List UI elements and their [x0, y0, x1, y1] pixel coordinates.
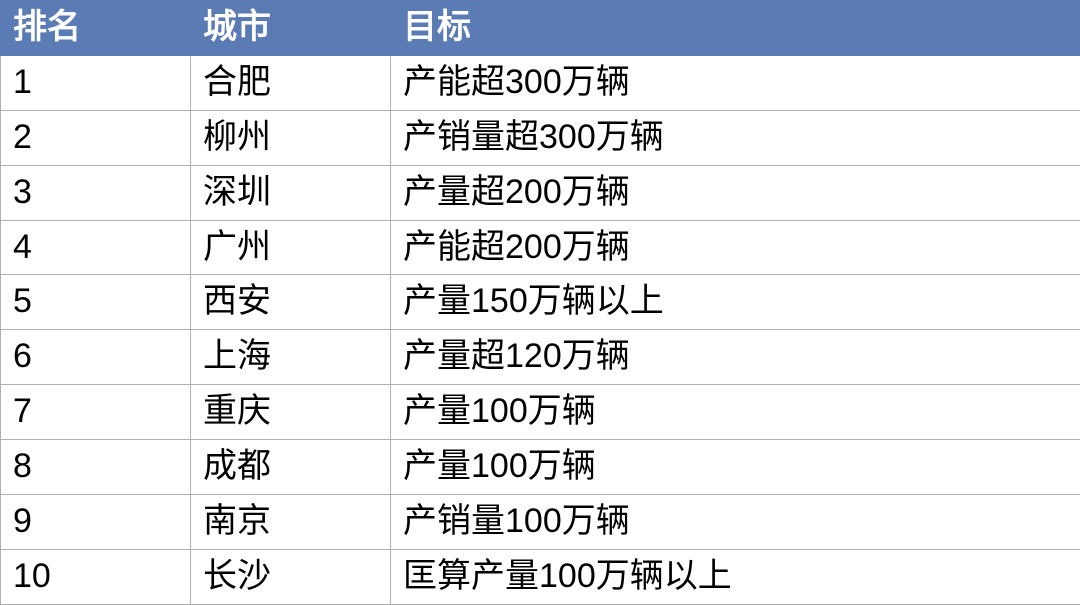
cell-city: 长沙 — [191, 549, 391, 604]
table-row: 8 成都 产量100万辆 — [1, 440, 1080, 495]
cell-city: 重庆 — [191, 385, 391, 440]
cell-goal: 产能超200万辆 — [391, 220, 1080, 275]
cell-rank: 4 — [1, 220, 191, 275]
table-row: 4 广州 产能超200万辆 — [1, 220, 1080, 275]
cell-rank: 7 — [1, 385, 191, 440]
table-row: 9 南京 产销量100万辆 — [1, 495, 1080, 550]
cell-rank: 8 — [1, 440, 191, 495]
table-row: 3 深圳 产量超200万辆 — [1, 165, 1080, 220]
cell-goal: 产能超300万辆 — [391, 55, 1080, 110]
table-row: 2 柳州 产销量超300万辆 — [1, 110, 1080, 165]
table-row: 6 上海 产量超120万辆 — [1, 330, 1080, 385]
cell-rank: 3 — [1, 165, 191, 220]
cell-city: 南京 — [191, 495, 391, 550]
cell-goal: 产销量100万辆 — [391, 495, 1080, 550]
table-header-row: 排名 城市 目标 — [1, 1, 1080, 56]
cell-goal: 产量超120万辆 — [391, 330, 1080, 385]
cell-rank: 2 — [1, 110, 191, 165]
cell-goal: 产量100万辆 — [391, 440, 1080, 495]
cell-city: 合肥 — [191, 55, 391, 110]
table-row: 7 重庆 产量100万辆 — [1, 385, 1080, 440]
city-target-table: 排名 城市 目标 1 合肥 产能超300万辆 2 柳州 产销量超300万辆 3 … — [0, 0, 1080, 605]
col-header-goal: 目标 — [391, 1, 1080, 56]
cell-city: 成都 — [191, 440, 391, 495]
col-header-city: 城市 — [191, 1, 391, 56]
cell-rank: 9 — [1, 495, 191, 550]
cell-city: 上海 — [191, 330, 391, 385]
cell-city: 广州 — [191, 220, 391, 275]
table-row: 5 西安 产量150万辆以上 — [1, 275, 1080, 330]
cell-goal: 产量超200万辆 — [391, 165, 1080, 220]
cell-rank: 10 — [1, 549, 191, 604]
cell-goal: 产销量超300万辆 — [391, 110, 1080, 165]
cell-rank: 5 — [1, 275, 191, 330]
cell-goal: 匡算产量100万辆以上 — [391, 549, 1080, 604]
col-header-rank: 排名 — [1, 1, 191, 56]
cell-city: 深圳 — [191, 165, 391, 220]
cell-city: 西安 — [191, 275, 391, 330]
cell-goal: 产量150万辆以上 — [391, 275, 1080, 330]
cell-rank: 6 — [1, 330, 191, 385]
table-row: 1 合肥 产能超300万辆 — [1, 55, 1080, 110]
cell-rank: 1 — [1, 55, 191, 110]
cell-city: 柳州 — [191, 110, 391, 165]
cell-goal: 产量100万辆 — [391, 385, 1080, 440]
table-row: 10 长沙 匡算产量100万辆以上 — [1, 549, 1080, 604]
